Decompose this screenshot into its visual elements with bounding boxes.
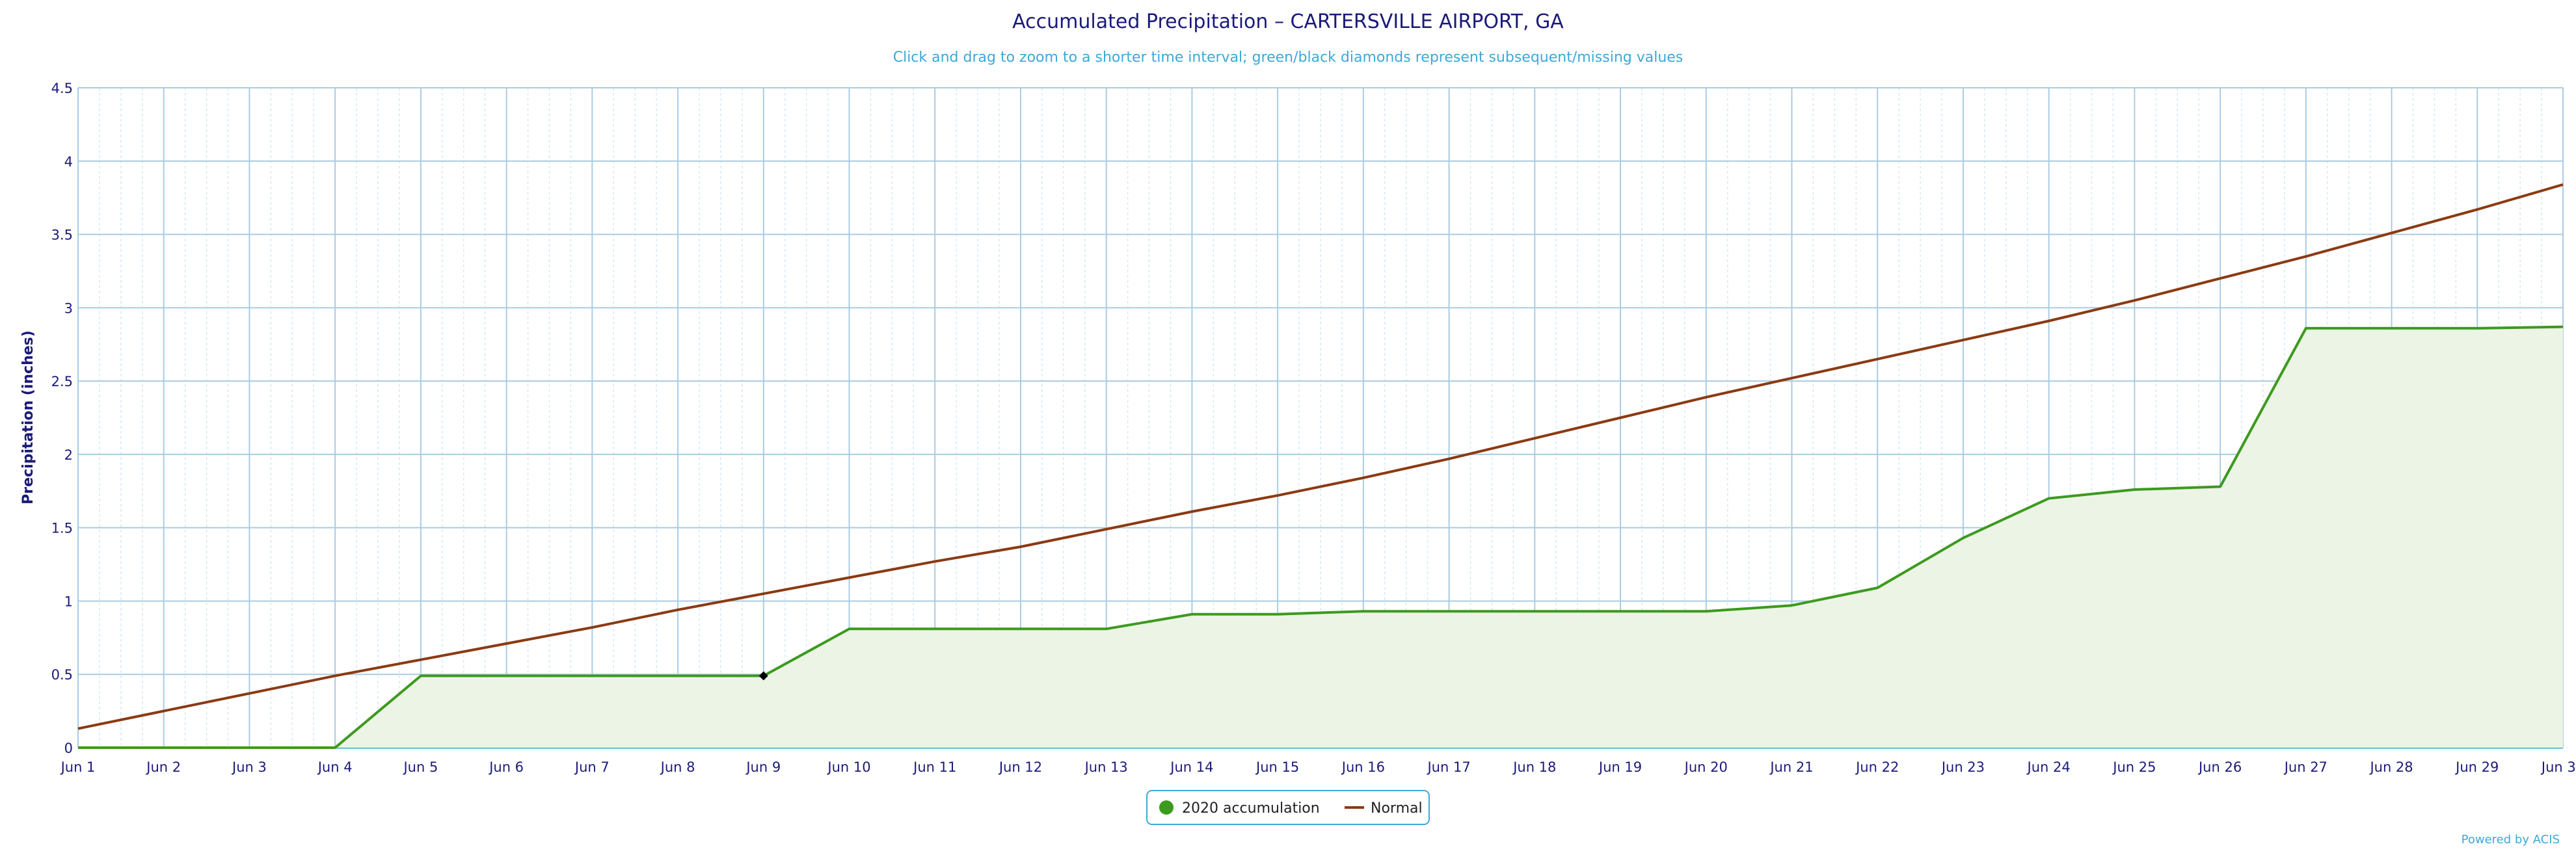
x-tick-label: Jun 23 bbox=[1940, 759, 1985, 775]
x-tick-label: Jun 17 bbox=[1426, 759, 1470, 775]
y-tick-label: 3 bbox=[64, 300, 73, 316]
x-tick-label: Jun 7 bbox=[574, 759, 610, 775]
x-tick-label: Jun 14 bbox=[1169, 759, 1213, 775]
x-tick-label: Jun 9 bbox=[745, 759, 781, 775]
legend-label-2020: 2020 accumulation bbox=[1182, 800, 1320, 817]
legend-item-normal[interactable]: Normal bbox=[1345, 800, 1423, 817]
x-tick-label: Jun 15 bbox=[1255, 759, 1299, 775]
x-tick-label: Jun 6 bbox=[488, 759, 524, 775]
x-tick-label: Jun 20 bbox=[1684, 759, 1728, 775]
chart-title: Accumulated Precipitation – CARTERSVILLE… bbox=[1012, 10, 1564, 33]
legend[interactable]: 2020 accumulation Normal bbox=[1146, 790, 1430, 825]
x-tick-label: Jun 12 bbox=[998, 759, 1042, 775]
x-tick-label: Jun 16 bbox=[1341, 759, 1385, 775]
x-tick-label: Jun 19 bbox=[1598, 759, 1642, 775]
y-tick-label: 2 bbox=[64, 447, 73, 463]
x-tick-label: Jun 18 bbox=[1512, 759, 1556, 775]
x-tick-label: Jun 21 bbox=[1769, 759, 1813, 775]
y-tick-label: 4.5 bbox=[51, 81, 73, 96]
series-line-2020[interactable] bbox=[78, 325, 2564, 749]
credit-link[interactable]: Powered by ACIS bbox=[2462, 833, 2560, 846]
x-tick-label: Jun 1 bbox=[60, 759, 96, 775]
y-tick-label: 0 bbox=[64, 741, 73, 756]
x-tick-label: Jun 28 bbox=[2368, 759, 2413, 775]
x-tick-label: Jun 2 bbox=[145, 759, 181, 775]
y-tick-label: 4 bbox=[64, 154, 73, 170]
legend-item-2020-accumulation[interactable]: 2020 accumulation bbox=[1159, 800, 1320, 817]
x-tick-label: Jun 26 bbox=[2197, 759, 2242, 775]
x-tick-label: Jun 11 bbox=[912, 759, 956, 775]
accumulation-area bbox=[78, 326, 2563, 748]
series-lines bbox=[77, 183, 2564, 749]
y-tick-label: 1 bbox=[64, 594, 73, 609]
y-axis-title: Precipitation (inches) bbox=[20, 330, 36, 505]
chart-subtitle: Click and drag to zoom to a shorter time… bbox=[893, 49, 1684, 66]
y-tick-label: 1.5 bbox=[51, 521, 73, 536]
x-tick-label: Jun 10 bbox=[826, 759, 870, 775]
y-tick-label: 2.5 bbox=[51, 374, 73, 389]
x-tick-label: Jun 29 bbox=[2454, 759, 2499, 775]
legend-dot-icon bbox=[1159, 800, 1174, 815]
x-tick-label: Jun 22 bbox=[1855, 759, 1899, 775]
x-tick-label: Jun 3 bbox=[231, 759, 267, 775]
x-tick-label: Jun 27 bbox=[2283, 759, 2328, 775]
legend-box bbox=[1146, 790, 1430, 825]
legend-label-normal: Normal bbox=[1371, 800, 1423, 817]
x-axis: Jun 1 Jun 2 Jun 3 Jun 4 Jun 5 Jun 6 Jun 7 Jun 8… bbox=[60, 759, 2576, 775]
x-tick-label: Jun 8 bbox=[660, 759, 695, 775]
missing-value-diamond-icon[interactable] bbox=[758, 671, 768, 681]
y-tick-label: 3.5 bbox=[51, 228, 73, 243]
series-line-normal[interactable] bbox=[77, 183, 2564, 730]
x-tick-label: Jun 30 bbox=[2540, 759, 2576, 775]
y-axis: 0 0.5 1 1.5 2 2.5 3 3.5 4 4.5 bbox=[51, 81, 73, 756]
y-tick-label: 0.5 bbox=[51, 667, 73, 683]
x-tick-label: Jun 5 bbox=[402, 759, 438, 775]
x-tick-label: Jun 4 bbox=[317, 759, 353, 775]
markers bbox=[758, 671, 768, 681]
area-fill-2020 bbox=[78, 326, 2563, 748]
x-tick-label: Jun 13 bbox=[1084, 759, 1128, 775]
x-tick-label: Jun 24 bbox=[2026, 759, 2071, 775]
x-tick-label: Jun 25 bbox=[2112, 759, 2156, 775]
